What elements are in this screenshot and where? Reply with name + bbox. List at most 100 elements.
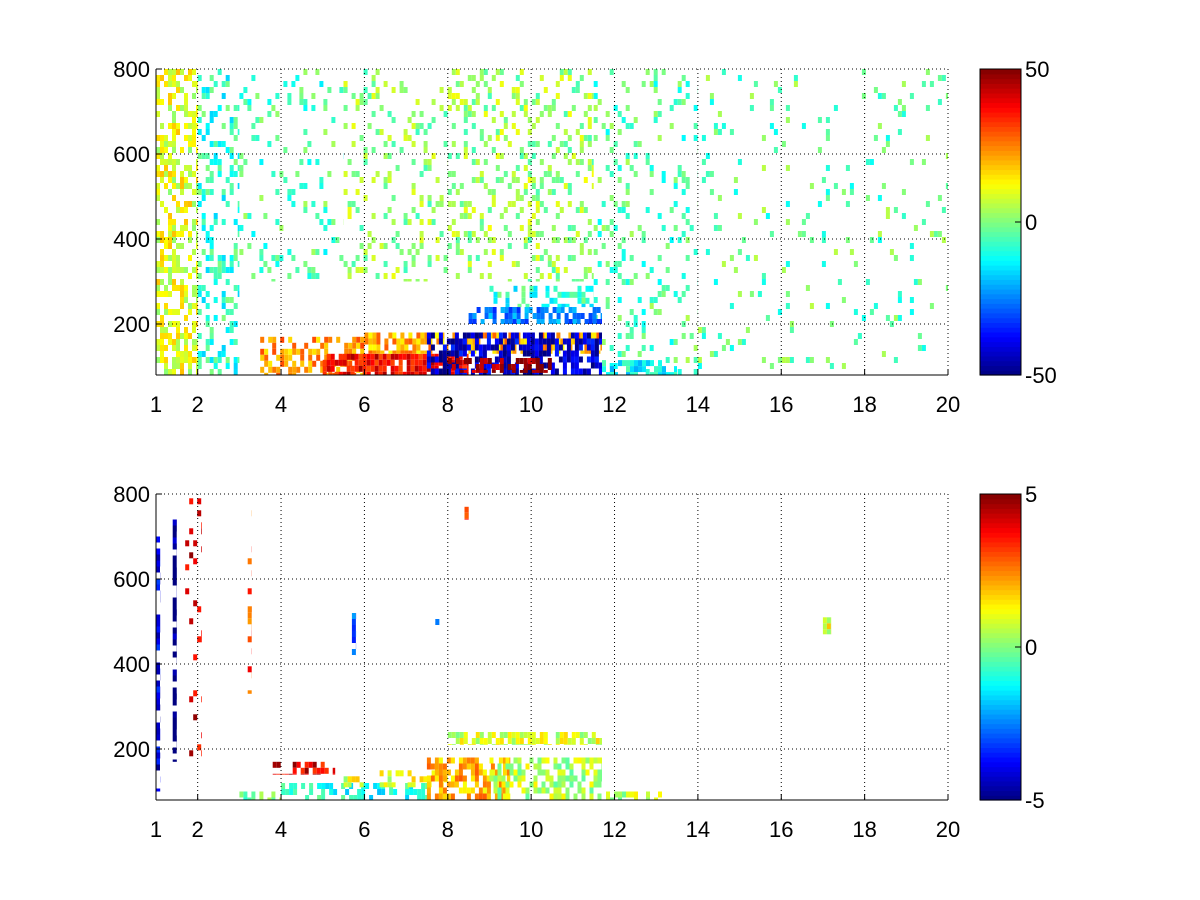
heatmap-cell: [765, 315, 770, 321]
heatmap-cell: [184, 297, 188, 303]
colorbar-segment: [980, 694, 1021, 701]
heatmap-cell: [909, 159, 914, 165]
heatmap-cell: [599, 744, 602, 745]
heatmap-cell: [657, 309, 662, 315]
heatmap-cell: [209, 87, 214, 93]
heatmap-cell: [387, 153, 392, 159]
heatmap-cell: [344, 348, 349, 355]
heatmap-cell: [284, 348, 289, 355]
heatmap-cell: [897, 129, 902, 135]
heatmap-cell: [213, 363, 218, 369]
heatmap-cell: [573, 291, 578, 298]
heatmap-cell: [591, 165, 594, 171]
heatmap-cell: [536, 319, 541, 324]
heatmap-cell: [450, 353, 455, 360]
heatmap-cell: [176, 207, 180, 213]
heatmap-cell: [205, 357, 210, 363]
heatmap-cell: [701, 135, 706, 141]
heatmap-cell: [197, 285, 202, 291]
heatmap-cell: [379, 129, 384, 135]
heatmap-cell: [547, 165, 552, 171]
heatmap-cell: [630, 372, 634, 375]
heatmap-cell: [673, 339, 678, 345]
heatmap-cell: [164, 291, 168, 297]
heatmap-cell: [463, 231, 468, 237]
heatmap-cell: [184, 93, 188, 99]
heatmap-cell: [355, 207, 360, 213]
heatmap-cell: [192, 201, 196, 207]
heatmap-cell: [581, 763, 586, 770]
heatmap-cell: [582, 338, 587, 345]
heatmap-cell: [447, 105, 452, 111]
heatmap-cell: [324, 348, 329, 355]
heatmap-cell: [233, 363, 238, 369]
colorbar-segment: [980, 178, 1021, 185]
heatmap-cell: [442, 787, 447, 794]
heatmap-cell: [168, 99, 172, 105]
colorbar-segment: [980, 351, 1021, 357]
heatmap-cell: [196, 123, 198, 129]
heatmap-cell: [531, 195, 536, 201]
heatmap-cell: [455, 189, 460, 195]
heatmap-cell: [512, 350, 517, 354]
heatmap-cell: [531, 732, 536, 738]
heatmap-cell: [164, 147, 168, 153]
heatmap-cell: [713, 351, 718, 357]
heatmap-cell: [192, 111, 196, 117]
heatmap-cell: [515, 99, 520, 105]
heatmap-cell: [307, 141, 312, 147]
heatmap-cell: [292, 366, 297, 373]
heatmap-cell: [583, 744, 588, 745]
heatmap-cell: [423, 147, 428, 153]
colorbar-segment: [980, 785, 1021, 792]
heatmap-cell: [351, 261, 356, 267]
y-tick-label: 600: [113, 567, 150, 592]
heatmap-cell: [156, 87, 160, 93]
heatmap-cell: [829, 363, 834, 369]
heatmap-cell: [523, 189, 528, 195]
heatmap-cell: [475, 732, 480, 738]
heatmap-cell: [587, 249, 592, 255]
heatmap-cell: [455, 249, 460, 255]
heatmap-cell: [160, 261, 164, 267]
colorbar-segment: [980, 680, 1021, 686]
heatmap-cell: [478, 763, 483, 770]
heatmap-cell: [801, 219, 806, 225]
heatmap-cell: [209, 171, 214, 177]
heatmap-cell: [438, 350, 443, 357]
heatmap-cell: [579, 147, 584, 153]
heatmap-cell: [593, 769, 598, 776]
heatmap-cell: [531, 358, 536, 364]
heatmap-cell: [197, 129, 202, 135]
heatmap-cell: [421, 783, 426, 789]
colorbar-segment: [980, 370, 1021, 376]
heatmap-cell: [658, 366, 662, 373]
heatmap-cell: [229, 255, 234, 261]
heatmap-cell: [451, 141, 456, 147]
heatmap-cell: [661, 177, 666, 183]
heatmap-cell: [666, 372, 670, 375]
heatmap-cell: [188, 123, 192, 129]
heatmap-cell: [164, 207, 168, 213]
heatmap-cell: [172, 123, 176, 129]
heatmap-cell: [404, 338, 409, 345]
colorbar-segment: [980, 293, 1021, 300]
heatmap-cell: [304, 761, 309, 768]
heatmap-cell: [563, 744, 568, 745]
heatmap-cell: [330, 353, 335, 360]
heatmap-cell: [574, 344, 579, 351]
heatmap-cell: [504, 338, 509, 345]
heatmap-cell: [156, 566, 160, 573]
heatmap-cell: [414, 371, 419, 376]
heatmap-cell: [593, 775, 598, 782]
heatmap-cell: [861, 69, 866, 75]
heatmap-cell: [237, 153, 240, 159]
heatmap-cell: [539, 177, 544, 183]
heatmap-cell: [164, 369, 168, 375]
heatmap-cell: [653, 75, 658, 81]
heatmap-cell: [584, 350, 589, 354]
heatmap-cell: [617, 315, 622, 321]
heatmap-cell: [415, 213, 420, 219]
heatmap-cell: [523, 237, 528, 243]
heatmap-cell: [172, 579, 177, 586]
